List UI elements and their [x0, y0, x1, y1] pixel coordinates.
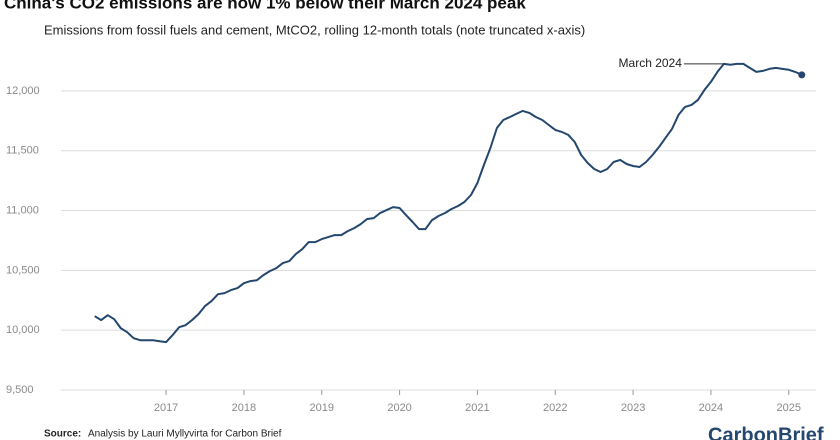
y-tick-label: 11,500: [6, 145, 39, 157]
x-tick-label: 2021: [465, 402, 489, 414]
y-tick-label: 12,000: [6, 85, 40, 97]
chart-subtitle: Emissions from fossil fuels and cement, …: [44, 22, 585, 37]
x-tick-label: 2020: [387, 402, 411, 414]
x-tick-label: 2019: [310, 402, 334, 414]
chart-title: China's CO2 emissions are now 1% below t…: [4, 0, 526, 12]
y-tick-label: 9,500: [6, 384, 34, 396]
logo: CarbonBrief: [708, 424, 824, 440]
end-point: [798, 71, 806, 79]
x-tick-label: 2023: [621, 402, 645, 414]
x-tick-label: 2024: [699, 402, 723, 414]
source: Analysis by Lauri Myllyvirta for Carbon …: [88, 429, 282, 440]
line: [94, 62, 803, 344]
y-tick-label: 10,500: [6, 264, 40, 276]
x-tick-label: 2025: [777, 402, 801, 414]
source-label: Source:: [44, 429, 81, 440]
y-tick-label: 10,000: [6, 324, 40, 336]
annotation: March 2024: [619, 56, 683, 70]
y-tick-label: 11,000: [6, 204, 39, 216]
x-tick-label: 2018: [232, 402, 256, 414]
x-tick-label: 2022: [543, 402, 567, 414]
x-tick-label: 2017: [154, 402, 178, 414]
